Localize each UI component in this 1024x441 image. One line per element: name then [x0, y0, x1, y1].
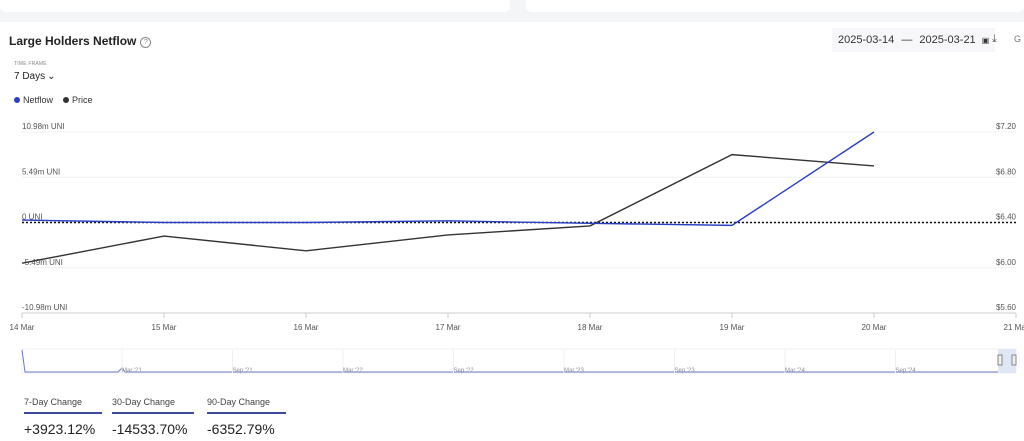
x-tick-label: 19 Mar	[720, 323, 745, 332]
chevron-down-icon: ⌄	[47, 71, 56, 82]
x-tick-label: 20 Mar	[862, 323, 887, 332]
date-start: 2025-03-14	[838, 34, 895, 46]
question-circle-icon[interactable]: ?	[140, 37, 152, 48]
title-text: Large Holders Netflow	[9, 34, 137, 48]
left-tick-label: 5.49m UNI	[22, 167, 60, 176]
timeframe-label: TIME FRAME	[14, 61, 47, 67]
change-label: 7-Day Change	[24, 397, 83, 407]
x-tick-label: 15 Mar	[152, 323, 177, 332]
left-tick-label: 10.98m UNI	[22, 122, 65, 131]
date-separator: —	[901, 34, 913, 46]
change-value: +3923.12%	[24, 421, 96, 437]
x-tick-label: 17 Mar	[436, 323, 461, 332]
change-tab[interactable]: 7-Day Change	[24, 397, 102, 414]
change-tab[interactable]: 90-Day Change	[207, 397, 286, 414]
x-tick-label: 16 Mar	[294, 323, 319, 332]
navigator-label: Sep '21	[233, 368, 254, 374]
right-tick-label: $6.00	[996, 258, 1017, 267]
navigator-label: Sep '23	[675, 368, 696, 374]
navigator-handle-right[interactable]	[1011, 354, 1017, 366]
navigator-label: Sep '22	[454, 368, 475, 374]
calendar-icon: ▣	[981, 36, 990, 45]
navigator-label: Mar '23	[564, 368, 584, 374]
timeframe-select[interactable]: 7 Days ⌄	[14, 71, 56, 82]
netflow-line	[21, 131, 875, 227]
change-tab[interactable]: 30-Day Change	[112, 397, 194, 414]
right-tick-label: $5.60	[996, 303, 1017, 312]
left-tick-label: 0 UNI	[22, 213, 42, 222]
legend-price[interactable]: Price	[63, 95, 93, 105]
right-tick-label: $6.40	[996, 213, 1017, 222]
left-tick-label: -10.98m UNI	[22, 303, 67, 312]
navigator-label: Mar '22	[343, 368, 363, 374]
navigator-label: Mar '24	[785, 368, 805, 374]
chart-legend: Netflow Price	[14, 95, 93, 105]
timeframe-value: 7 Days	[14, 71, 46, 82]
price-dot-icon	[63, 97, 70, 103]
page-title: Large Holders Netflow?	[9, 34, 152, 48]
right-tick-label: $6.80	[996, 167, 1017, 176]
legend-netflow-label: Netflow	[23, 95, 54, 105]
change-value: -14533.70%	[112, 421, 188, 437]
navigator-label: Sep '24	[896, 368, 917, 374]
change-underline	[24, 412, 102, 414]
legend-price-label: Price	[72, 95, 93, 105]
change-underline	[112, 412, 194, 414]
change-underline	[207, 412, 286, 414]
right-tick-label: $7.20	[996, 122, 1017, 131]
date-range-picker[interactable]: 2025-03-14 — 2025-03-21 ▣	[832, 28, 996, 52]
change-label: 90-Day Change	[207, 397, 271, 407]
price-line	[21, 153, 875, 264]
top-card-left	[0, 0, 510, 12]
more-button[interactable]: G	[1014, 34, 1022, 44]
change-value: -6352.79%	[207, 421, 275, 437]
date-end: 2025-03-21	[919, 34, 976, 46]
netflow-dot-icon	[14, 97, 20, 103]
x-tick-label: 18 Mar	[578, 323, 603, 332]
navigator-line	[21, 349, 1016, 373]
navigator-label: Mar '21	[122, 368, 142, 374]
x-tick-label: 21 Mar	[1004, 323, 1024, 332]
top-card-right	[526, 0, 1024, 12]
legend-netflow[interactable]: Netflow	[14, 95, 53, 105]
left-tick-label: -5.49m UNI	[22, 258, 63, 267]
navigator-handle-left[interactable]	[997, 354, 1003, 366]
change-label: 30-Day Change	[112, 397, 176, 407]
download-icon[interactable]: ⤓	[992, 33, 997, 45]
x-tick-label: 14 Mar	[10, 323, 35, 332]
navigator	[21, 348, 1017, 374]
